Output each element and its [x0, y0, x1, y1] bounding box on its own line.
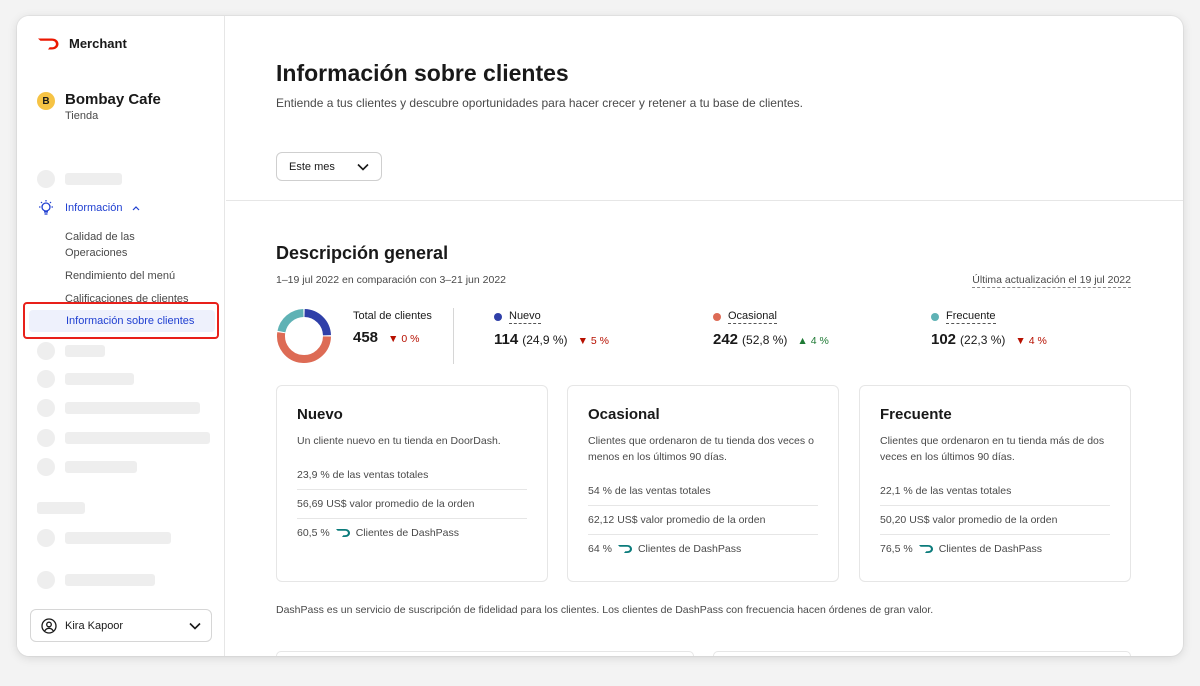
chevron-down-icon	[189, 622, 201, 630]
divider	[226, 200, 1183, 201]
card-title: Frecuente	[880, 406, 952, 423]
total-customers: Total de clientes 458 ▼ 0 %	[353, 310, 432, 346]
dashpass-icon	[617, 545, 632, 553]
segment-ocasional: Ocasional 242 (52,8 %) ▲ 4 %	[713, 310, 829, 348]
next-card-peek	[276, 651, 694, 656]
card-avg-order: 56,69 US$ valor promedio de la orden	[297, 490, 527, 519]
chevron-up-icon	[133, 206, 140, 211]
user-icon	[41, 617, 57, 634]
metrics-separator	[453, 308, 454, 364]
segment-nuevo-value: 114	[494, 331, 519, 348]
segment-frecuente-pct: (22,3 %)	[960, 333, 1006, 347]
donut-segment-frecuente	[277, 309, 304, 333]
user-name: Kira Kapoor	[65, 619, 124, 632]
card-sales-share: 23,9 % de las ventas totales	[297, 461, 527, 490]
page-title: Información sobre clientes	[276, 60, 569, 86]
segment-frecuente: Frecuente 102 (22,3 %) ▼ 4 %	[931, 310, 1047, 348]
nav-placeholder	[37, 399, 200, 417]
dashpass-icon	[335, 529, 350, 537]
segment-card-nuevo: Nuevo Un cliente nuevo en tu tienda en D…	[276, 385, 548, 582]
user-menu-button[interactable]: Kira Kapoor	[30, 609, 212, 642]
segment-card-ocasional: Ocasional Clientes que ordenaron de tu t…	[567, 385, 839, 582]
dashpass-footnote: DashPass es un servicio de suscripción d…	[276, 604, 934, 616]
subnav-informacion-clientes[interactable]: Información sobre clientes	[29, 310, 215, 332]
app-window: Merchant B Bombay Cafe Tienda In	[17, 16, 1183, 656]
card-avg-order: 62,12 US$ valor promedio de la orden	[588, 506, 818, 535]
subnav-rendimiento-menu[interactable]: Rendimiento del menú	[65, 270, 176, 282]
segment-nuevo-label[interactable]: Nuevo	[509, 310, 541, 324]
chevron-down-icon	[357, 163, 369, 171]
nav-placeholder	[37, 458, 137, 476]
segment-frecuente-value: 102	[931, 331, 957, 348]
card-description: Clientes que ordenaron en tu tienda más …	[880, 435, 1105, 463]
segment-nuevo-dot	[494, 313, 502, 321]
segment-card-frecuente: Frecuente Clientes que ordenaron en tu t…	[859, 385, 1131, 582]
card-sales-share: 22,1 % de las ventas totales	[880, 477, 1110, 506]
segment-nuevo-pct: (24,9 %)	[522, 333, 568, 347]
donut-segment-ocasional	[277, 332, 331, 363]
card-description: Clientes que ordenaron de tu tienda dos …	[588, 435, 814, 463]
donut-segment-nuevo	[304, 309, 331, 336]
store-avatar: B	[37, 92, 55, 110]
segment-ocasional-value: 242	[713, 331, 739, 348]
nav-placeholder	[37, 370, 134, 388]
nav-placeholder	[37, 571, 155, 589]
total-customers-value: 458	[353, 329, 379, 346]
segment-ocasional-dot	[713, 313, 721, 321]
lightbulb-icon	[39, 200, 53, 215]
nav-placeholder	[37, 429, 210, 447]
nav-item-informacion-label: Información	[65, 202, 123, 214]
segment-ocasional-change: ▲ 4 %	[797, 335, 829, 347]
card-title: Ocasional	[588, 406, 660, 423]
card-dashpass: 64 % Clientes de DashPass	[588, 543, 742, 555]
period-select-value: Este mes	[289, 160, 335, 173]
subnav-calidad-operaciones[interactable]: Calidad de las Operaciones	[65, 231, 135, 259]
total-customers-change: ▼ 0 %	[388, 333, 420, 345]
card-dashpass: 60,5 % Clientes de DashPass	[297, 527, 460, 539]
period-select[interactable]: Este mes	[276, 152, 382, 181]
nav-item-informacion[interactable]: Información	[37, 199, 140, 217]
segment-ocasional-pct: (52,8 %)	[742, 333, 788, 347]
card-avg-order: 50,20 US$ valor promedio de la orden	[880, 506, 1110, 535]
card-sales-share: 54 % de las ventas totales	[588, 477, 818, 506]
doordash-logo-icon	[38, 38, 59, 49]
segment-nuevo-change: ▼ 5 %	[577, 335, 609, 347]
brand-name: Merchant	[69, 36, 127, 51]
main-content: Información sobre clientes Entiende a tu…	[226, 16, 1183, 656]
last-updated[interactable]: Última actualización el 19 jul 2022	[972, 274, 1131, 288]
store-switcher[interactable]: B Bombay Cafe Tienda	[37, 91, 161, 122]
nav-placeholder	[37, 170, 122, 188]
highlight-box	[23, 302, 219, 339]
card-dashpass: 76,5 % Clientes de DashPass	[880, 543, 1043, 555]
nav-placeholder	[37, 502, 85, 514]
nav-placeholder	[37, 529, 171, 547]
brand[interactable]: Merchant	[37, 36, 127, 51]
store-type: Tienda	[65, 110, 99, 122]
store-name: Bombay Cafe	[65, 91, 161, 108]
segment-frecuente-change: ▼ 4 %	[1015, 335, 1047, 347]
overview-range: 1–19 jul 2022 en comparación con 3–21 ju…	[276, 274, 507, 286]
nav-placeholder	[37, 342, 105, 360]
overview-title: Descripción general	[276, 243, 449, 263]
total-customers-label: Total de clientes	[353, 310, 432, 322]
page-subtitle: Entiende a tus clientes y descubre oport…	[276, 96, 803, 110]
segment-frecuente-dot	[931, 313, 939, 321]
dashpass-icon	[918, 545, 933, 553]
segment-nuevo: Nuevo 114 (24,9 %) ▼ 5 %	[494, 310, 609, 348]
subnav-calificaciones[interactable]: Calificaciones de clientes	[65, 293, 189, 303]
card-description: Un cliente nuevo en tu tienda en DoorDas…	[297, 435, 501, 447]
segment-ocasional-label[interactable]: Ocasional	[728, 310, 777, 324]
sidebar: Merchant B Bombay Cafe Tienda In	[17, 16, 225, 656]
card-title: Nuevo	[297, 406, 343, 423]
customers-donut-chart	[277, 309, 331, 363]
next-card-peek	[713, 651, 1131, 656]
segment-frecuente-label[interactable]: Frecuente	[946, 310, 996, 324]
